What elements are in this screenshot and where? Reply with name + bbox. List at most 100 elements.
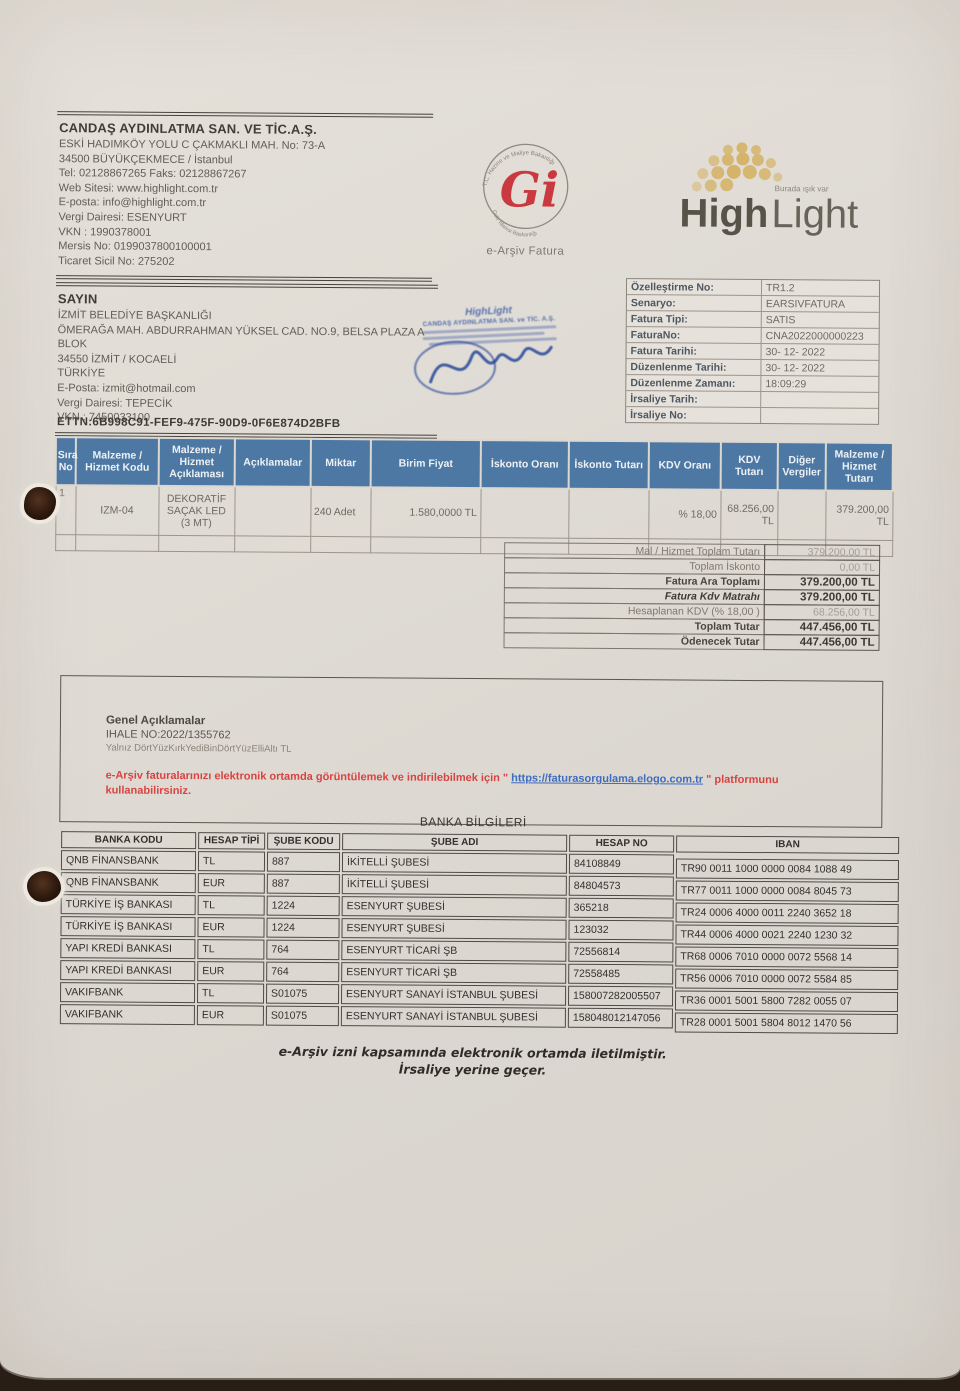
label: Özelleştirme No:	[626, 279, 763, 296]
table-cell: EUR	[197, 961, 265, 982]
table-cell: EUR	[196, 1005, 264, 1026]
invoice-totals: Mal / Hizmet Toplam Tutarı 379.200,00 TL T…	[503, 542, 881, 651]
table-cell: IZM-04	[75, 485, 159, 536]
label: Ödenecek Tutar	[503, 632, 765, 651]
table-cell: TR24 0006 4000 0011 2240 3652 18	[675, 902, 899, 925]
table-cell	[75, 534, 159, 552]
buyer-lines: İZMİT BELEDİYE BAŞKANLIĞI ÖMERAĞA MAH. AB…	[57, 308, 438, 427]
table-cell: 1224	[266, 895, 340, 917]
table-cell: ESENYURT SANAYİ İSTANBUL ŞUBESİ	[340, 984, 567, 1006]
table-cell: YAPI KREDİ BANKASI	[60, 938, 196, 960]
table-cell: 379.200,00 TL	[825, 490, 893, 541]
meta-row: Senaryo: EARSIVFATURA	[626, 295, 879, 313]
total-row: Ödenecek Tutar 447.456,00 TL	[503, 632, 880, 651]
table-cell: ESENYURT ŞUBESİ	[341, 918, 567, 940]
seller-lines: ESKİ HADIMKÖY YOLU C ÇAKMAKLI MAH. No: 7…	[58, 137, 433, 271]
label: Fatura Tipi:	[626, 311, 762, 328]
text-line: Ticaret Sicil No: 275202	[58, 254, 175, 268]
table-cell	[370, 536, 481, 554]
meta-row: Özelleştirme No: TR1.2	[626, 279, 880, 297]
items-header-cell: Birim Fiyat	[370, 439, 481, 489]
table-cell: ESENYURT TİCARİ ŞB	[341, 940, 567, 962]
value: SATIS	[765, 313, 796, 326]
buyer-address-block: SAYIN İZMİT BELEDİYE BAŞKANLIĞI ÖMERAĞA M…	[54, 282, 439, 439]
label: FaturaNo:	[626, 327, 762, 344]
bank-accounts-table: BANKA KODU HESAP TİPİ ŞUBE KODU ŞUBE ADI HES…	[58, 829, 901, 1035]
meta-row: Fatura Tipi: SATIS	[626, 311, 879, 329]
table-cell: 68.256,00 TL	[720, 489, 778, 540]
general-notes-box: Genel Açıklamalar IHALE NO:2022/1355762 …	[59, 675, 884, 828]
bank-body: QNB FİNANSBANK TL 887 İKİTELLİ ŞUBESİ 841088…	[59, 850, 900, 1035]
table-cell: TR68 0006 7010 0000 0072 5568 14	[675, 946, 899, 969]
brand-name-light: Light	[771, 192, 858, 237]
meta-row: Düzenlenme Tarihi: 30- 12- 2022	[626, 359, 879, 377]
meta-row: Düzenlenme Zamanı: 18:09:29	[626, 375, 879, 393]
items-header-cell: Diğer Vergiler	[777, 442, 826, 491]
table-cell: TL	[197, 851, 266, 872]
gib-stamp-icon: T.C. Hazine ve Maliye Bakanlığı Gelir İd…	[482, 143, 569, 239]
table-cell: DEKORATİF SAÇAK LED (3 MT)	[158, 485, 235, 536]
meta-row: Fatura Tarihi: 30- 12- 2022	[626, 343, 879, 361]
seller-name: CANDAŞ AYDINLATMA SAN. VE TİC.A.Ş.	[59, 120, 318, 137]
table-cell: S01075	[265, 983, 340, 1005]
punch-hole-icon	[27, 871, 61, 902]
table-cell: VAKIFBANK	[59, 1004, 195, 1026]
table-cell: 365218	[568, 897, 674, 919]
bank-header-cell: IBAN	[676, 835, 900, 855]
buyer-heading: SAYIN	[57, 291, 98, 307]
table-cell: 240 Adet	[310, 486, 371, 537]
table-cell: 1224	[266, 917, 340, 939]
items-header-cell: İskonto Oranı	[480, 440, 569, 489]
portal-note-text: e-Arşiv faturalarınızı elektronik ortamd…	[105, 769, 512, 785]
table-cell	[568, 488, 649, 539]
items-header-cell: Malzeme / Hizmet Tutarı	[825, 442, 893, 491]
table-cell: TR90 0011 1000 0000 0084 1088 49	[675, 858, 900, 881]
table-cell: 72556814	[568, 941, 674, 963]
table-cell: ESENYURT TİCARİ ŞB	[341, 962, 567, 984]
gib-monogram: Gi	[499, 162, 559, 218]
table-cell: TR28 0001 5001 5804 8012 1470 56	[674, 1012, 898, 1035]
gib-earsiv-stamp: T.C. Hazine ve Maliye Bakanlığı Gelir İd…	[460, 136, 591, 258]
label: Fatura Tarihi:	[626, 343, 762, 360]
table-cell: EUR	[197, 917, 265, 938]
table-cell: TL	[197, 983, 265, 1004]
value	[761, 416, 878, 417]
table-cell	[55, 534, 76, 551]
text-line: ÖMERAĞA MAH. ABDURRAHMAN YÜKSEL CAD. NO.…	[57, 323, 424, 351]
table-cell	[234, 535, 311, 553]
label: İrsaliye Tarih:	[626, 391, 762, 408]
table-cell: 84108849	[568, 853, 675, 875]
footer-note: e-Arşiv izni kapsamında elektronik ortam…	[0, 1041, 953, 1082]
items-header-cell: Miktar	[310, 438, 371, 488]
table-cell: ESENYURT ŞUBESİ	[341, 896, 567, 918]
table-cell: ESENYURT SANAYİ İSTANBUL ŞUBESİ	[340, 1006, 566, 1028]
table-cell: TÜRKİYE İŞ BANKASI	[60, 916, 196, 938]
table-cell: QNB FİNANSBANK	[60, 872, 196, 894]
ettn-line: ETTN:6B998C91-FEF9-475F-90D9-0F6E874D2BF…	[57, 416, 341, 431]
table-cell: 158007282005507	[567, 985, 674, 1007]
table-cell: 84804573	[568, 875, 674, 897]
table-cell: TR36 0001 5001 5800 7282 0055 07	[674, 990, 899, 1013]
table-cell: İKİTELLİ ŞUBESİ	[341, 874, 567, 896]
table-cell: TL	[197, 895, 265, 916]
value: 447.456,00 TL	[763, 634, 880, 651]
table-cell	[234, 486, 311, 537]
table-cell: QNB FİNANSBANK	[60, 850, 197, 872]
table-cell: TR56 0006 7010 0000 0072 5584 85	[675, 968, 899, 991]
table-cell: % 18,00	[648, 489, 721, 540]
label: Senaryo:	[626, 295, 762, 312]
table-cell	[480, 488, 569, 539]
portal-link[interactable]: https://faturasorgulama.elogo.com.tr	[511, 772, 704, 786]
label: İrsaliye No:	[626, 407, 762, 424]
table-cell: TL	[197, 939, 265, 960]
value: 18:09:29	[765, 377, 807, 390]
table-cell	[777, 490, 826, 540]
meta-row: FaturaNo: CNA2022000000223	[626, 327, 879, 345]
seller-address-block: CANDAŞ AYDINLATMA SAN. VE TİC.A.Ş. ESKİ …	[56, 111, 434, 283]
meta-row: İrsaliye No:	[626, 407, 878, 424]
table-cell: EUR	[197, 873, 265, 894]
invoice-meta-table: Özelleştirme No: TR1.2 Senaryo: EARSIVFATUR…	[625, 278, 881, 425]
table-cell: VAKIFBANK	[60, 982, 196, 1004]
value: TR1.2	[765, 281, 795, 294]
